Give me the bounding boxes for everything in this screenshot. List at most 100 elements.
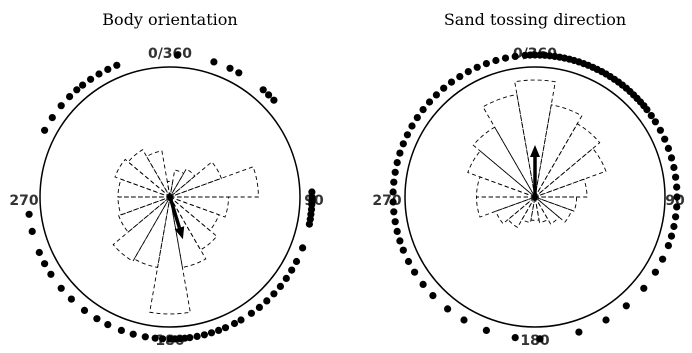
observation-dot (265, 91, 273, 99)
outer-circle (39, 66, 301, 328)
observation-dot (391, 218, 399, 226)
observation-dot (464, 68, 472, 76)
observation-dot (28, 227, 36, 235)
observation-dot (473, 63, 481, 71)
observation-dot (166, 335, 174, 343)
observation-dot (651, 118, 660, 126)
observation-dot (159, 335, 167, 343)
observation-dot (104, 65, 112, 73)
observation-dot (35, 248, 43, 257)
panel-sand-tossing-direction: Sand tossing direction 0/360 90 180 270 (372, 10, 685, 349)
observation-dot (80, 306, 89, 314)
observation-dot (193, 332, 201, 340)
observation-dot (66, 93, 74, 101)
rose-petal (112, 196, 171, 262)
rose-petal (467, 150, 536, 198)
observation-dot (667, 154, 676, 162)
rose-petal (534, 178, 588, 198)
observation-dot (492, 56, 500, 65)
observation-dot (389, 188, 397, 196)
observation-dot (440, 84, 448, 92)
rose-petal (507, 196, 536, 229)
observation-dot (104, 321, 112, 329)
observation-dot (399, 140, 407, 148)
observation-dot (408, 122, 416, 130)
observation-dot (210, 58, 218, 66)
observation-dot (403, 131, 411, 139)
observation-dot (413, 114, 421, 122)
direction-label-south: 180 (520, 333, 549, 349)
rose-petal (169, 169, 185, 198)
observation-dot (673, 183, 681, 191)
observation-dot (221, 324, 230, 332)
observation-dot (235, 69, 243, 77)
chart-title: Sand tossing direction (444, 10, 626, 29)
rose-petal (534, 196, 578, 212)
observation-dot (305, 220, 313, 228)
observation-dot (536, 335, 544, 343)
rose-plot (389, 51, 681, 343)
observation-dot (667, 232, 676, 240)
observation-dot (647, 112, 655, 120)
observation-dot (664, 242, 673, 250)
chart-title: Body orientation (102, 10, 237, 29)
rose-petal (133, 196, 171, 268)
rose-petal (169, 161, 222, 198)
observation-dot (171, 335, 179, 343)
observation-dot (672, 213, 680, 221)
observation-dot (670, 222, 678, 231)
observation-dot (411, 268, 419, 276)
rose-petal (530, 196, 540, 221)
direction-label-west: 270 (9, 193, 38, 209)
rose-petal (476, 196, 536, 218)
mean-vector-shaft (168, 196, 182, 229)
observation-dot (673, 203, 681, 211)
observation-dot (602, 316, 610, 324)
observation-dot (117, 326, 125, 334)
observation-dot (656, 126, 665, 134)
direction-label-west: 270 (372, 193, 401, 209)
observation-dot (215, 326, 223, 334)
observation-dot (651, 268, 660, 276)
observation-dot (390, 178, 398, 186)
observation-dot (308, 188, 316, 196)
observation-dot (247, 309, 255, 317)
observation-dot (263, 297, 271, 305)
observation-dot (460, 316, 468, 324)
rose-petal (495, 196, 536, 225)
observation-dot (447, 78, 456, 86)
rose-petal (118, 196, 171, 233)
observation-dot (396, 149, 404, 157)
observation-dot (419, 280, 427, 288)
rose-petal (534, 147, 607, 198)
rose-petal (534, 123, 601, 198)
observation-dot (673, 193, 681, 201)
rose-petal (472, 126, 536, 198)
rose-petal (114, 158, 171, 198)
rose-petal (127, 149, 171, 198)
observation-dot (47, 270, 55, 278)
observation-dot (670, 163, 678, 172)
observation-dot (93, 315, 101, 323)
rose-petal (169, 166, 259, 198)
observation-dot (511, 52, 519, 61)
rose-petal (534, 196, 573, 223)
observation-dot (482, 326, 490, 334)
observation-dot (87, 75, 95, 83)
rose-petal (149, 196, 191, 315)
observation-dot (389, 198, 397, 206)
observation-dot (67, 295, 75, 303)
observation-dot (73, 86, 81, 94)
observation-dot (393, 159, 401, 167)
observation-dot (672, 173, 680, 181)
observation-dot (173, 51, 181, 59)
observation-dot (425, 98, 434, 106)
observation-dot (57, 102, 65, 110)
observation-dot (41, 260, 49, 268)
observation-dot (482, 60, 490, 68)
observation-dot (276, 282, 284, 290)
observation-dot (25, 210, 33, 218)
rose-petal (534, 196, 549, 224)
observation-dot (404, 257, 413, 266)
